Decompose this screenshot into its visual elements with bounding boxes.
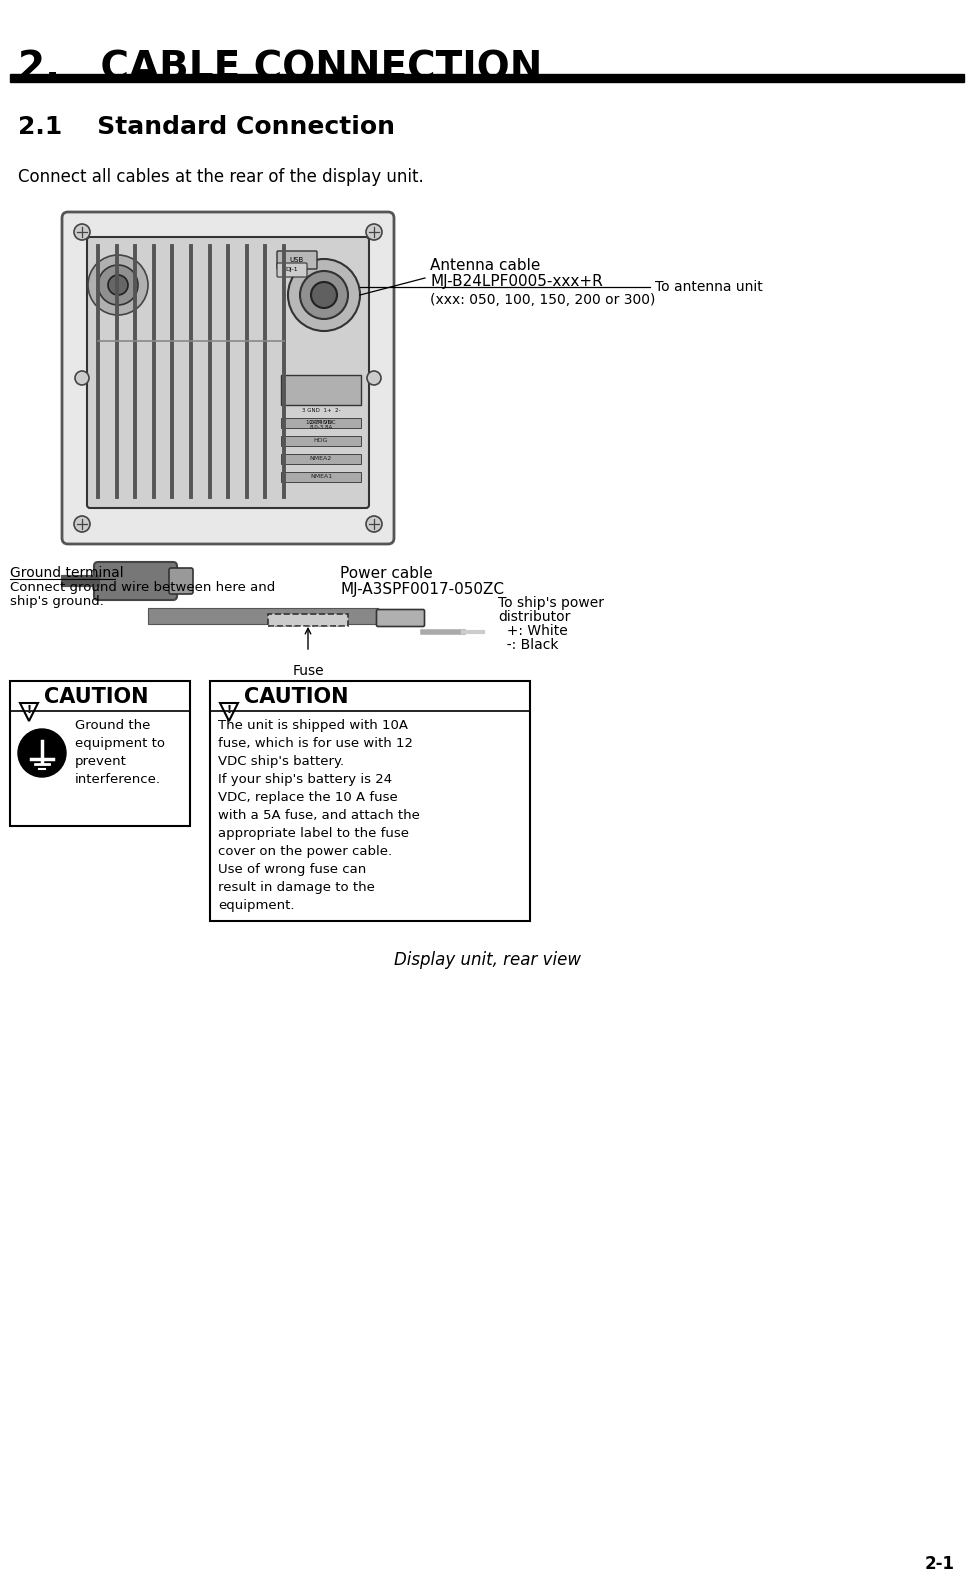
Text: ship's ground.: ship's ground.: [10, 594, 104, 609]
Text: CAUTION: CAUTION: [44, 688, 148, 707]
Text: +: White: +: White: [498, 624, 568, 639]
FancyBboxPatch shape: [277, 262, 307, 277]
Text: Display unit, rear view: Display unit, rear view: [393, 952, 581, 969]
Text: 3 GND  1+  2-: 3 GND 1+ 2-: [302, 408, 340, 413]
Bar: [281, 436, 361, 446]
Circle shape: [98, 266, 138, 305]
Text: To ship's power: To ship's power: [498, 596, 604, 610]
Text: HDG: HDG: [314, 438, 328, 444]
Bar: [210, 681, 530, 922]
Text: The unit is shipped with 10A
fuse, which is for use with 12
VDC ship's battery.
: The unit is shipped with 10A fuse, which…: [218, 719, 420, 912]
Circle shape: [108, 275, 128, 296]
Bar: [10, 74, 964, 82]
Text: Ground terminal: Ground terminal: [10, 566, 124, 580]
Circle shape: [88, 255, 148, 315]
Text: 12-24 VDC
8.0-3.8A: 12-24 VDC 8.0-3.8A: [306, 419, 336, 430]
Text: Connect ground wire between here and: Connect ground wire between here and: [10, 580, 276, 594]
Text: OPTION: OPTION: [309, 421, 333, 425]
Text: Power cable: Power cable: [340, 566, 432, 580]
Bar: [281, 454, 361, 463]
Bar: [10, 681, 190, 825]
Text: To antenna unit: To antenna unit: [655, 280, 763, 294]
FancyBboxPatch shape: [62, 212, 394, 544]
FancyBboxPatch shape: [87, 237, 369, 508]
FancyBboxPatch shape: [94, 561, 177, 601]
FancyBboxPatch shape: [377, 610, 425, 626]
Bar: [281, 375, 361, 405]
Polygon shape: [20, 704, 38, 721]
Circle shape: [366, 515, 382, 531]
Circle shape: [311, 281, 337, 308]
Bar: [268, 613, 348, 626]
Text: CAUTION: CAUTION: [244, 688, 349, 707]
Circle shape: [366, 225, 382, 240]
FancyBboxPatch shape: [277, 251, 317, 269]
Text: DJ-1: DJ-1: [285, 267, 298, 272]
Text: !: !: [26, 705, 31, 715]
Text: !: !: [226, 705, 232, 715]
Bar: [281, 417, 361, 428]
Text: 2.   CABLE CONNECTION: 2. CABLE CONNECTION: [18, 51, 543, 89]
Text: Ground the
equipment to
prevent
interference.: Ground the equipment to prevent interfer…: [75, 719, 165, 786]
Text: NMEA2: NMEA2: [310, 457, 332, 462]
Circle shape: [300, 270, 348, 319]
Bar: [281, 473, 361, 482]
Circle shape: [288, 259, 360, 330]
Polygon shape: [220, 704, 238, 721]
Text: USB: USB: [290, 258, 304, 262]
FancyBboxPatch shape: [169, 568, 193, 594]
Text: Fuse: Fuse: [292, 664, 323, 678]
Bar: [148, 609, 378, 624]
Text: 2.1    Standard Connection: 2.1 Standard Connection: [18, 115, 395, 139]
Text: 2-1: 2-1: [925, 1556, 955, 1573]
Circle shape: [74, 225, 90, 240]
Text: Antenna cable: Antenna cable: [430, 258, 541, 274]
Text: MJ-B24LPF0005-xxx+R: MJ-B24LPF0005-xxx+R: [430, 274, 603, 289]
Circle shape: [18, 729, 66, 776]
Text: -: Black: -: Black: [498, 639, 558, 651]
Text: distributor: distributor: [498, 610, 571, 624]
Text: NMEA1: NMEA1: [310, 474, 332, 479]
Circle shape: [74, 515, 90, 531]
Circle shape: [367, 372, 381, 386]
Text: MJ-A3SPF0017-050ZC: MJ-A3SPF0017-050ZC: [340, 582, 504, 598]
Circle shape: [75, 372, 89, 386]
Text: (xxx: 050, 100, 150, 200 or 300): (xxx: 050, 100, 150, 200 or 300): [430, 292, 656, 307]
Text: Connect all cables at the rear of the display unit.: Connect all cables at the rear of the di…: [18, 168, 424, 187]
